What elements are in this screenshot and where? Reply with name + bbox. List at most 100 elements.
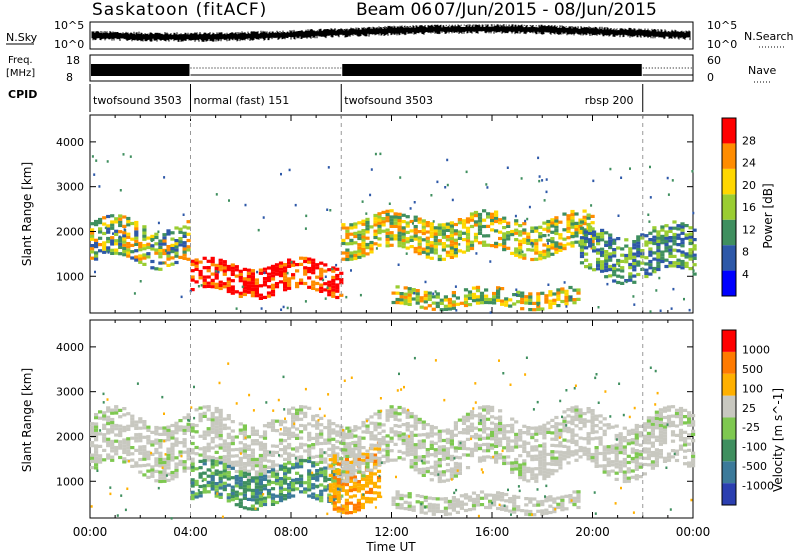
- colorbar-swatch: [722, 395, 736, 418]
- echo-cell: [590, 412, 595, 416]
- echo-cell: [646, 456, 651, 461]
- echo-cell: [202, 490, 207, 494]
- echo-cell: [222, 269, 227, 273]
- echo-cell: [341, 435, 346, 439]
- echo-cell: [222, 481, 227, 485]
- colorbar-swatch: [722, 351, 736, 374]
- echo-cell: [498, 424, 503, 429]
- echo-cell: [315, 497, 320, 501]
- echo-cell: [413, 468, 418, 472]
- echo-cell: [618, 438, 623, 442]
- echo-cell: [666, 176, 669, 180]
- echo-cell: [365, 427, 370, 431]
- echo-cell: [194, 261, 199, 265]
- echo-cell: [484, 505, 489, 510]
- echo-cell: [409, 238, 414, 242]
- echo-cell: [542, 445, 547, 449]
- echo-cell: [377, 215, 382, 219]
- echo-cell: [680, 253, 685, 257]
- echo-cell: [126, 437, 131, 441]
- echo-cell: [604, 275, 609, 279]
- echo-cell: [642, 441, 647, 445]
- echo-cell: [241, 285, 244, 289]
- colorbar-tick-label: 25: [742, 402, 756, 415]
- echo-cell: [648, 238, 653, 242]
- echo-cell: [182, 460, 187, 464]
- echo-cell: [659, 309, 662, 312]
- echo-cell: [234, 469, 239, 474]
- echo-cell: [687, 414, 692, 418]
- echo-cell: [190, 426, 195, 430]
- echo-cell: [353, 456, 358, 460]
- echo-cell: [278, 423, 284, 427]
- echo-cell: [327, 438, 332, 442]
- echo-cell: [90, 431, 95, 435]
- echo-cell: [126, 443, 131, 447]
- echo-cell: [323, 282, 328, 286]
- echo-cell: [353, 250, 358, 254]
- echo-cell: [336, 500, 341, 504]
- echo-cell: [433, 245, 438, 249]
- echo-cell: [455, 501, 460, 505]
- echo-cell: [517, 485, 520, 488]
- echo-cell: [226, 435, 231, 440]
- power-marks: [90, 152, 697, 314]
- echo-cell: [407, 492, 412, 496]
- echo-cell: [266, 470, 272, 474]
- echo-cell: [331, 465, 336, 470]
- echo-cell: [636, 241, 641, 245]
- echo-cell: [299, 262, 304, 266]
- echo-cell: [336, 509, 341, 513]
- echo-cell: [353, 241, 358, 245]
- echo-cell: [234, 484, 239, 488]
- echo-cell: [612, 279, 617, 283]
- echo-cell: [518, 466, 523, 470]
- echo-cell: [118, 214, 123, 218]
- echo-cell: [158, 239, 163, 243]
- echo-cell: [393, 433, 398, 437]
- echo-cell: [266, 453, 272, 457]
- echo-cell: [397, 234, 402, 238]
- echo-cell: [210, 260, 215, 264]
- echo-cell: [506, 461, 511, 465]
- echo-cell: [291, 273, 296, 277]
- echo-cell: [234, 490, 239, 494]
- echo-cell: [579, 254, 585, 259]
- echo-cell: [522, 231, 527, 235]
- echo-cell: [126, 254, 131, 258]
- echo-cell: [391, 502, 396, 506]
- echo-cell: [122, 231, 127, 235]
- echo-cell: [226, 448, 231, 452]
- echo-cell: [654, 423, 659, 427]
- echo-cell: [395, 490, 400, 494]
- echo-cell: [202, 449, 207, 453]
- echo-cell: [682, 266, 685, 269]
- echo-cell: [158, 248, 163, 253]
- echo-cell: [562, 228, 567, 232]
- echo-cell: [423, 495, 428, 499]
- echo-cell: [606, 451, 611, 455]
- echo-cell: [429, 465, 434, 469]
- echo-cell: [222, 469, 227, 473]
- echo-cell: [600, 235, 605, 239]
- echo-cell: [397, 424, 402, 428]
- echo-cell: [475, 494, 481, 498]
- echo-cell: [514, 461, 519, 465]
- echo-cell: [598, 414, 603, 418]
- echo-cell: [142, 262, 147, 266]
- echo-cell: [506, 246, 511, 250]
- nsearch-dotted-trace: [91, 24, 690, 36]
- echo-cell: [670, 430, 676, 434]
- echo-cell: [473, 214, 479, 218]
- echo-cell: [445, 462, 450, 467]
- colorbar-tick-label: 4: [742, 268, 749, 281]
- echo-cell: [226, 461, 231, 465]
- echo-cell: [90, 247, 95, 251]
- echo-cell: [411, 505, 416, 509]
- echo-cell: [562, 444, 567, 448]
- echo-cell: [332, 469, 337, 474]
- echo-cell: [475, 289, 481, 293]
- echo-cell: [397, 244, 402, 248]
- echo-cell: [206, 430, 211, 434]
